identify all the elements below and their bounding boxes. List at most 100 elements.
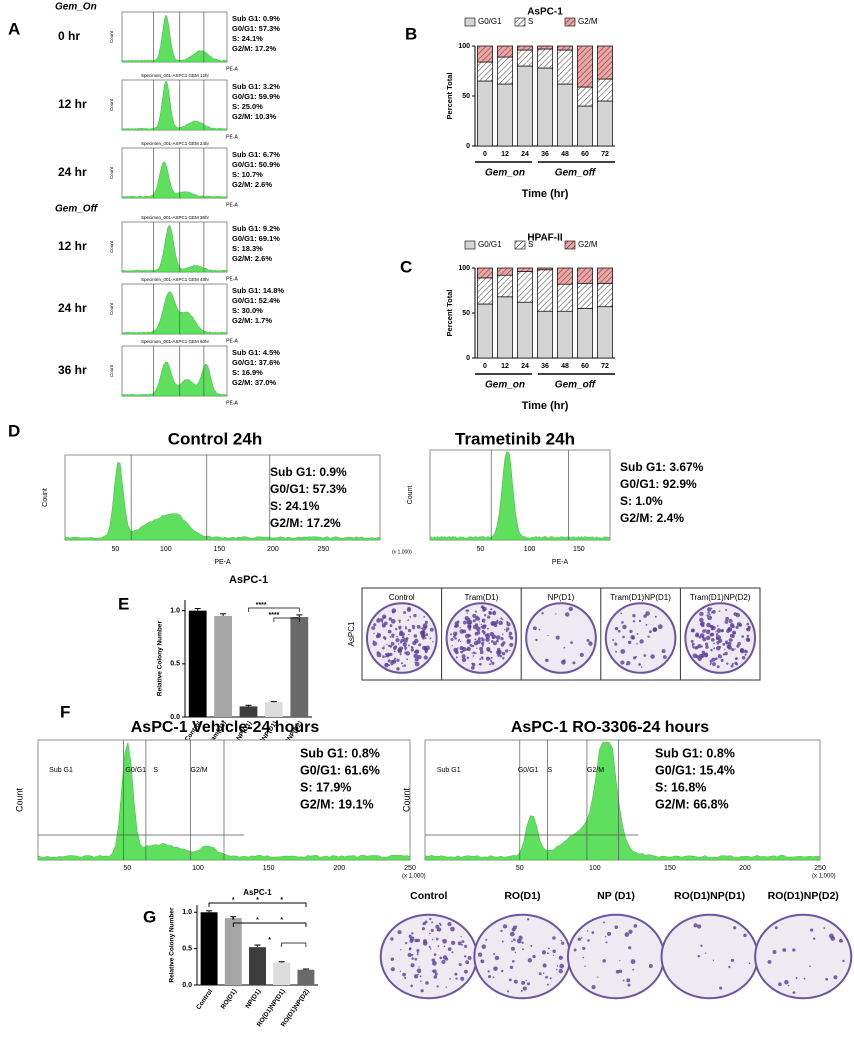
colony <box>396 635 398 638</box>
legend-label: G0/G1 <box>478 240 502 249</box>
colony <box>413 634 418 638</box>
colony <box>745 637 751 642</box>
gate-label: G2/M <box>587 767 604 774</box>
colony <box>390 967 395 972</box>
stat-text: S: 1.0% <box>620 494 663 508</box>
x-tick-label: 200 <box>739 865 751 872</box>
panel-letter: B <box>405 24 417 43</box>
bar <box>200 912 218 985</box>
colony <box>419 975 422 978</box>
colony <box>645 611 650 616</box>
bar-hatch <box>557 284 573 312</box>
colony <box>700 653 706 658</box>
colony <box>545 658 549 663</box>
y-tick-label: 0 <box>466 355 470 362</box>
colony <box>542 972 545 974</box>
colony <box>627 983 631 987</box>
colony <box>650 654 655 659</box>
colony <box>705 642 709 646</box>
colony <box>483 614 487 617</box>
colony <box>706 622 711 628</box>
colony <box>730 958 735 962</box>
x-tick-label: 24 <box>521 363 529 370</box>
colony <box>487 648 491 652</box>
colony <box>396 658 400 662</box>
group-label: Gem_on <box>485 168 525 179</box>
colony <box>741 656 746 660</box>
plot-title: AsPC-1 Vehicle-24 hours <box>131 719 320 736</box>
colony <box>390 618 396 624</box>
colony <box>638 619 642 623</box>
plate-label: RO(D1)NP(D1) <box>674 890 745 902</box>
colony <box>387 659 391 663</box>
colony <box>395 638 400 643</box>
colony <box>422 635 425 638</box>
colony <box>423 615 426 618</box>
colony <box>461 940 465 943</box>
colony <box>546 983 549 986</box>
colony <box>662 655 667 659</box>
section-label: Gem_Off <box>55 204 99 215</box>
colony <box>407 628 412 633</box>
colony <box>451 951 454 954</box>
colony <box>548 947 550 950</box>
x-tick-label: 48 <box>561 151 569 158</box>
colony <box>612 639 615 641</box>
colony <box>382 646 385 650</box>
x-tick-label: 150 <box>214 546 226 553</box>
colony <box>500 617 503 620</box>
colony <box>376 618 381 623</box>
colony <box>586 930 589 932</box>
colony <box>488 610 492 614</box>
colony <box>582 956 585 959</box>
colony <box>445 957 449 961</box>
bar-segment <box>597 100 613 147</box>
colony <box>393 650 396 653</box>
bar-segment <box>537 310 553 359</box>
colony <box>705 635 711 641</box>
colony <box>442 939 444 942</box>
colony <box>615 650 618 653</box>
colony <box>493 952 496 956</box>
colony <box>508 631 513 636</box>
plate-label: Tram(D1)NP(D2) <box>690 593 751 602</box>
colony <box>467 624 472 629</box>
colony <box>392 610 395 613</box>
colony <box>430 928 434 933</box>
x-tick-label: 60 <box>581 151 589 158</box>
colony <box>432 960 437 966</box>
axis-unit: (x 1,000) <box>402 874 426 880</box>
x-axis-label: Time (hr) <box>522 188 569 200</box>
colony <box>383 616 386 619</box>
colony <box>445 986 447 988</box>
colony <box>508 635 512 638</box>
colony <box>527 918 530 921</box>
axis-label: Count <box>407 486 414 505</box>
colony <box>645 623 648 626</box>
colony <box>620 612 623 615</box>
colony <box>406 658 409 661</box>
plate-label: NP (D1) <box>597 890 635 902</box>
stat-text: G0/G1: 50.9% <box>232 160 280 169</box>
colony <box>500 643 505 647</box>
x-tick-label: 250 <box>317 546 329 553</box>
colony <box>422 940 428 946</box>
colony <box>476 639 481 645</box>
colony <box>384 662 389 668</box>
flow-frame <box>121 79 228 131</box>
colony <box>431 938 434 941</box>
colony <box>615 969 620 974</box>
colony <box>711 611 714 614</box>
colony <box>451 645 453 647</box>
axis-label: PE-A <box>226 134 238 140</box>
colony <box>458 963 462 967</box>
colony <box>376 652 382 658</box>
colony <box>413 653 419 659</box>
colony <box>416 938 421 943</box>
colony <box>633 924 638 928</box>
x-tick-label: 0 <box>483 151 487 158</box>
legend-hatch <box>515 241 525 249</box>
colony <box>403 638 408 643</box>
colony <box>481 642 485 646</box>
colony <box>720 628 725 633</box>
